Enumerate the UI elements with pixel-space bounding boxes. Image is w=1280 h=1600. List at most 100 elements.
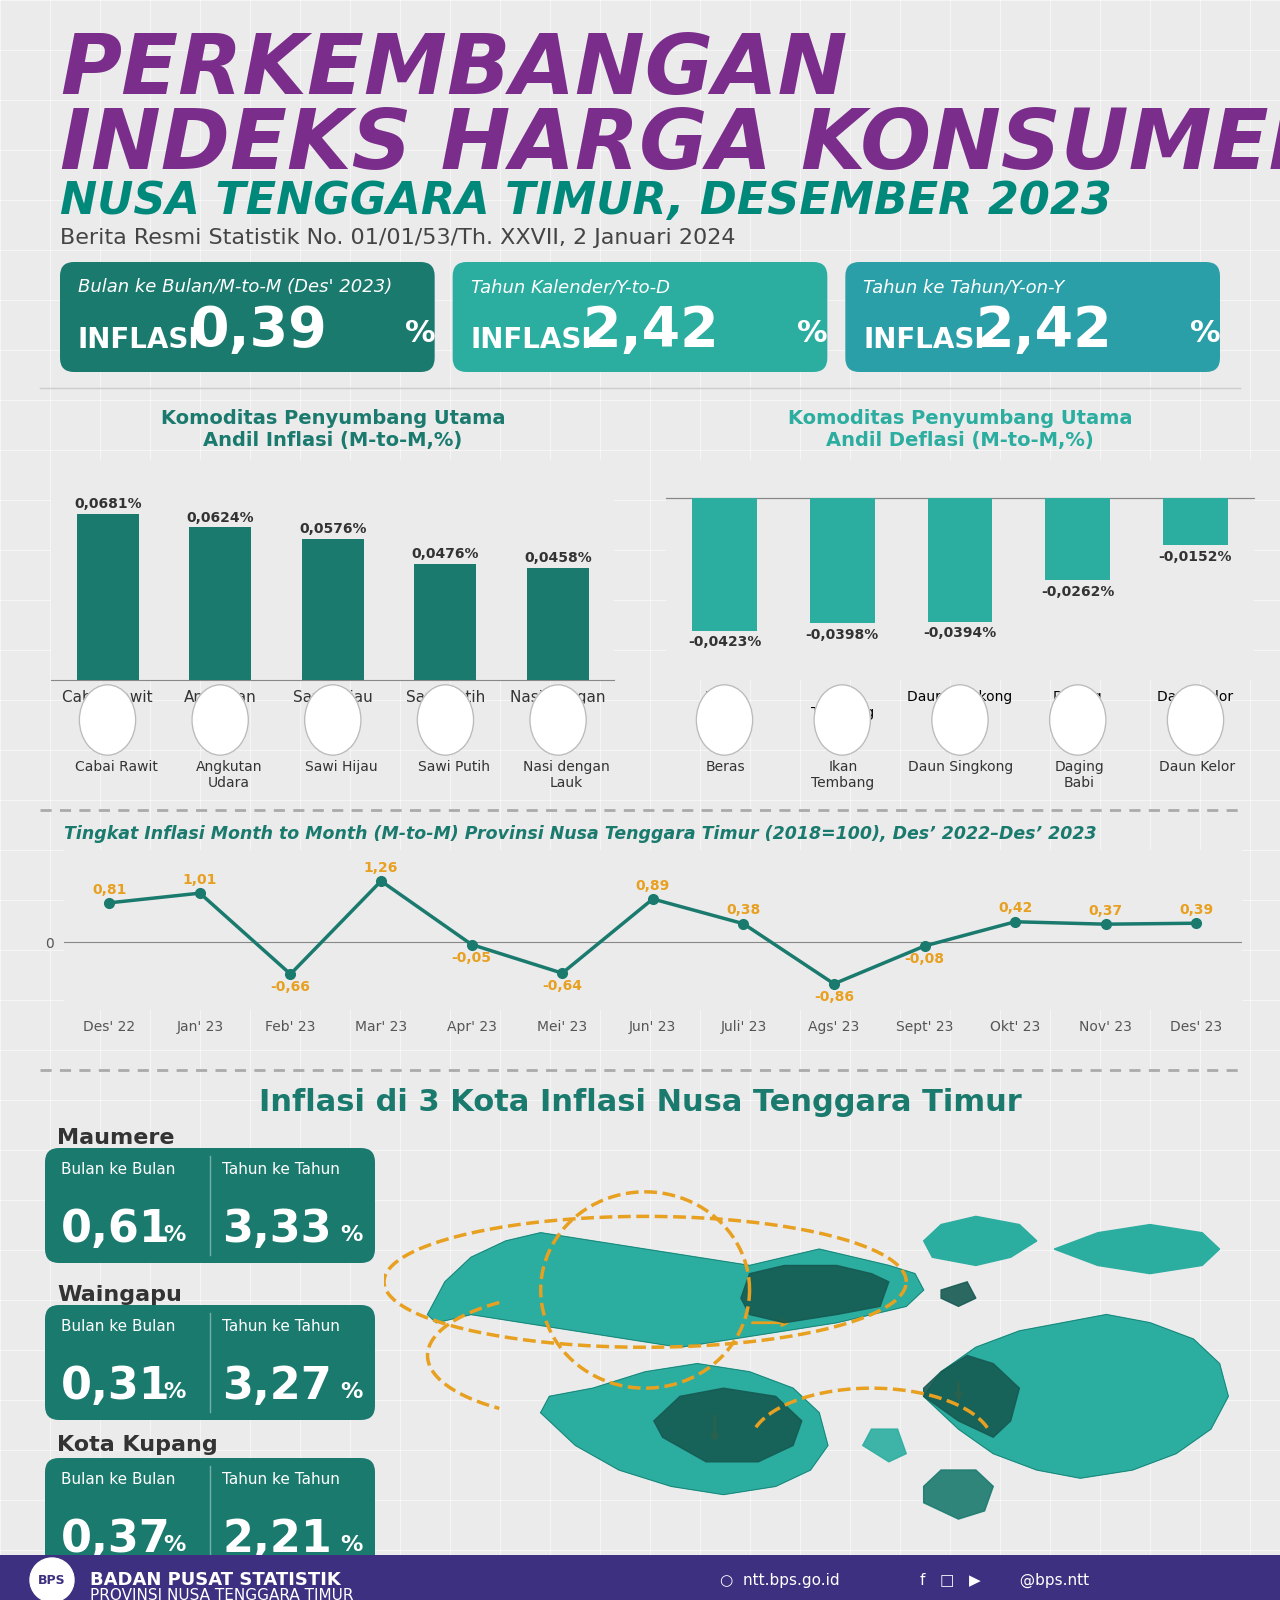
Text: %: % — [404, 318, 435, 349]
Polygon shape — [1055, 1224, 1220, 1274]
Text: Sawi Hijau: Sawi Hijau — [305, 760, 378, 774]
Text: Tahun ke Tahun: Tahun ke Tahun — [221, 1472, 340, 1486]
Text: -0,0398%: -0,0398% — [805, 627, 879, 642]
Text: 0,39: 0,39 — [189, 304, 326, 358]
Text: INDEKS HARGA KONSUMEN: INDEKS HARGA KONSUMEN — [60, 106, 1280, 186]
Bar — [189, 528, 251, 680]
Text: -0,08: -0,08 — [905, 952, 945, 966]
FancyBboxPatch shape — [845, 262, 1220, 371]
Text: Waingapu: Waingapu — [58, 1285, 182, 1306]
Text: f   □   ▶: f □ ▶ — [920, 1573, 980, 1587]
Text: 2,21: 2,21 — [221, 1518, 332, 1562]
Bar — [1046, 498, 1110, 581]
Text: -0,05: -0,05 — [452, 950, 492, 965]
Text: 0,89: 0,89 — [636, 878, 669, 893]
Text: -0,0152%: -0,0152% — [1158, 550, 1233, 565]
Text: 0,0476%: 0,0476% — [412, 547, 479, 560]
FancyBboxPatch shape — [45, 1306, 375, 1421]
Text: %: % — [1190, 318, 1221, 349]
Title: Komoditas Penyumbang Utama
Andil Inflasi (M-to-M,%): Komoditas Penyumbang Utama Andil Inflasi… — [160, 410, 506, 450]
FancyBboxPatch shape — [60, 262, 435, 371]
Circle shape — [29, 1558, 74, 1600]
Text: %: % — [340, 1382, 362, 1402]
Text: 0,37: 0,37 — [61, 1518, 170, 1562]
Polygon shape — [741, 1266, 888, 1323]
Bar — [415, 563, 476, 680]
Polygon shape — [924, 1315, 1229, 1478]
Bar — [527, 568, 589, 680]
Text: Berita Resmi Statistik No. 01/01/53/Th. XXVII, 2 Januari 2024: Berita Resmi Statistik No. 01/01/53/Th. … — [60, 227, 736, 248]
Text: PERKEMBANGAN: PERKEMBANGAN — [60, 30, 847, 110]
Text: Bulan ke Bulan: Bulan ke Bulan — [61, 1472, 175, 1486]
Text: -0,0423%: -0,0423% — [689, 635, 762, 650]
Polygon shape — [863, 1429, 906, 1462]
Text: %: % — [163, 1534, 186, 1555]
Text: %: % — [797, 318, 828, 349]
Text: 1,26: 1,26 — [364, 861, 398, 875]
Text: Angkutan
Udara: Angkutan Udara — [196, 760, 262, 790]
FancyBboxPatch shape — [45, 1458, 375, 1573]
FancyBboxPatch shape — [0, 1555, 1280, 1600]
Bar — [810, 498, 874, 622]
Text: -0,0394%: -0,0394% — [923, 626, 997, 640]
Text: Daun Singkong: Daun Singkong — [909, 760, 1014, 774]
Text: Bulan ke Bulan: Bulan ke Bulan — [61, 1318, 175, 1334]
Text: ○  ntt.bps.go.id: ○ ntt.bps.go.id — [719, 1573, 840, 1587]
Text: 0,0624%: 0,0624% — [187, 510, 255, 525]
Text: Maumere: Maumere — [58, 1128, 174, 1149]
Text: Inflasi di 3 Kota Inflasi Nusa Tenggara Timur: Inflasi di 3 Kota Inflasi Nusa Tenggara … — [259, 1088, 1021, 1117]
Text: 0,0458%: 0,0458% — [524, 550, 591, 565]
Polygon shape — [924, 1216, 1037, 1266]
Text: BADAN PUSAT STATISTIK: BADAN PUSAT STATISTIK — [90, 1571, 340, 1589]
Text: Daun Kelor: Daun Kelor — [1158, 760, 1235, 774]
Polygon shape — [924, 1470, 993, 1518]
FancyBboxPatch shape — [453, 262, 827, 371]
Bar — [692, 498, 756, 630]
Text: %: % — [340, 1226, 362, 1245]
Text: Daging
Babi: Daging Babi — [1055, 760, 1103, 790]
Text: %: % — [163, 1382, 186, 1402]
Text: Sawi Putih: Sawi Putih — [419, 760, 490, 774]
Text: 3,27: 3,27 — [221, 1365, 332, 1408]
Text: -0,66: -0,66 — [270, 981, 310, 995]
Title: Komoditas Penyumbang Utama
Andil Deflasi (M-to-M,%): Komoditas Penyumbang Utama Andil Deflasi… — [787, 410, 1133, 450]
Polygon shape — [654, 1389, 801, 1462]
Text: NUSA TENGGARA TIMUR, DESEMBER 2023: NUSA TENGGARA TIMUR, DESEMBER 2023 — [60, 179, 1112, 222]
Text: 0,38: 0,38 — [726, 904, 760, 917]
FancyBboxPatch shape — [45, 1149, 375, 1262]
Text: 0,81: 0,81 — [92, 883, 127, 896]
Text: 0,0681%: 0,0681% — [74, 496, 142, 510]
Text: %: % — [163, 1226, 186, 1245]
Text: 1,01: 1,01 — [183, 874, 218, 886]
Text: 0,37: 0,37 — [1089, 904, 1123, 918]
Text: INFLASI: INFLASI — [863, 326, 984, 354]
Text: Beras: Beras — [705, 760, 745, 774]
Text: 0,31: 0,31 — [61, 1365, 170, 1408]
Text: Tahun ke Tahun: Tahun ke Tahun — [221, 1318, 340, 1334]
Text: 2,42: 2,42 — [582, 304, 719, 358]
Text: Bulan ke Bulan: Bulan ke Bulan — [61, 1162, 175, 1178]
Text: Tahun Kalender/Y-to-D: Tahun Kalender/Y-to-D — [471, 278, 669, 296]
Text: 0,39: 0,39 — [1179, 902, 1213, 917]
Bar — [1164, 498, 1228, 546]
Bar — [302, 539, 364, 680]
Text: Bulan ke Bulan/M-to-M (Des' 2023): Bulan ke Bulan/M-to-M (Des' 2023) — [78, 278, 392, 296]
Text: Cabai Rawit: Cabai Rawit — [74, 760, 157, 774]
Text: Tahun ke Tahun: Tahun ke Tahun — [221, 1162, 340, 1178]
Text: Kota Kupang: Kota Kupang — [58, 1435, 218, 1454]
Text: @bps.ntt: @bps.ntt — [1010, 1573, 1089, 1587]
Text: BPS: BPS — [38, 1573, 65, 1587]
Text: %: % — [340, 1534, 362, 1555]
Text: PROVINSI NUSA TENGGARA TIMUR: PROVINSI NUSA TENGGARA TIMUR — [90, 1587, 353, 1600]
Text: 0,42: 0,42 — [998, 901, 1033, 915]
Text: Ikan
Tembang: Ikan Tembang — [812, 760, 874, 790]
Bar — [928, 498, 992, 621]
Text: 2,42: 2,42 — [975, 304, 1112, 358]
Polygon shape — [924, 1355, 1019, 1437]
Text: 3,33: 3,33 — [221, 1208, 332, 1251]
Bar — [77, 514, 138, 680]
Text: -0,86: -0,86 — [814, 990, 854, 1005]
Text: Tahun ke Tahun/Y-on-Y: Tahun ke Tahun/Y-on-Y — [863, 278, 1065, 296]
Text: 0,0576%: 0,0576% — [300, 522, 366, 536]
Text: -0,0262%: -0,0262% — [1041, 584, 1115, 598]
